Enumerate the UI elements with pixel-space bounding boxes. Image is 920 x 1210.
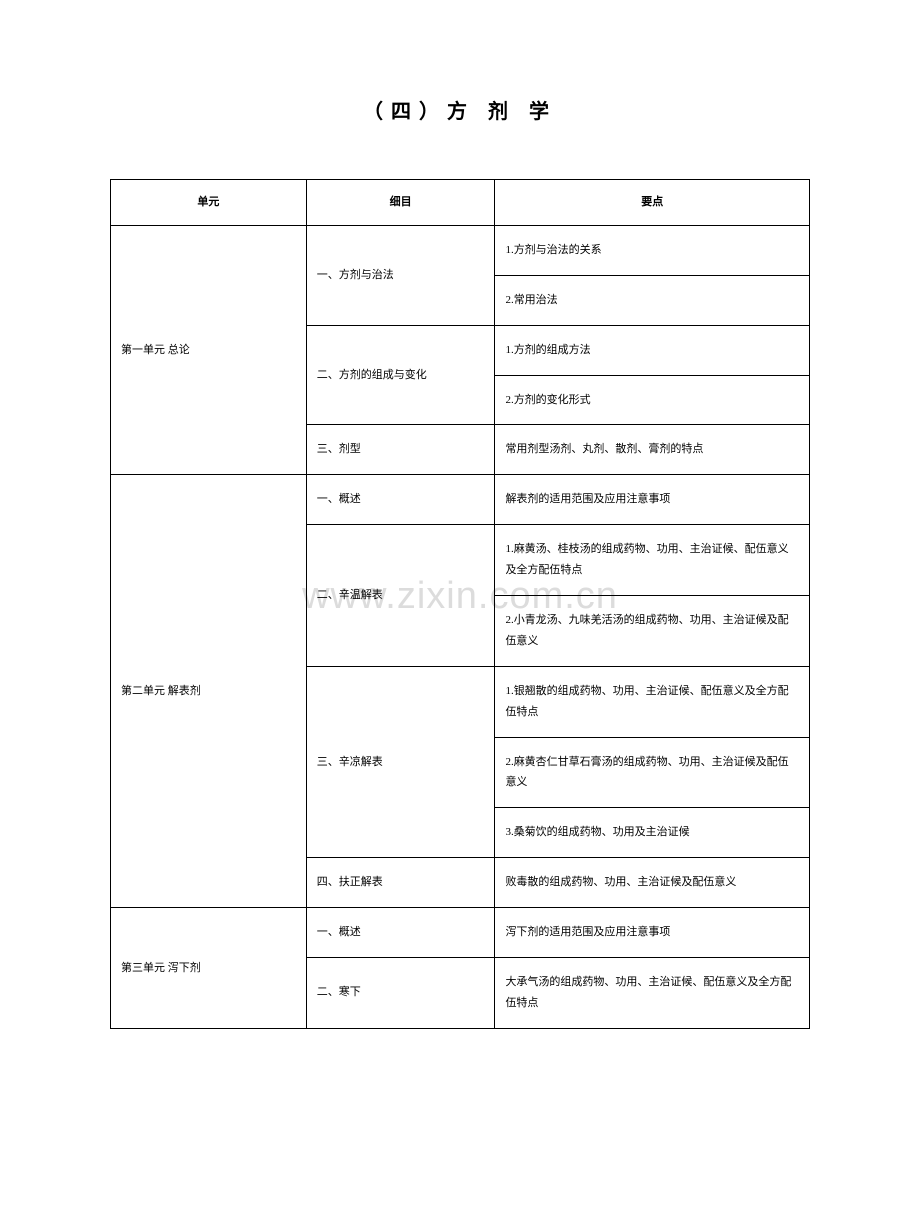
cell-point: 2.常用治法: [495, 275, 810, 325]
cell-detail: 一、方剂与治法: [306, 225, 495, 325]
cell-point: 1.方剂与治法的关系: [495, 225, 810, 275]
cell-detail: 四、扶正解表: [306, 858, 495, 908]
cell-detail: 三、辛凉解表: [306, 666, 495, 857]
cell-detail: 二、方剂的组成与变化: [306, 325, 495, 425]
cell-detail: 三、剂型: [306, 425, 495, 475]
cell-detail: 一、概述: [306, 908, 495, 958]
header-point: 要点: [495, 180, 810, 226]
cell-unit: 第二单元 解表剂: [111, 475, 307, 908]
table-body: 第一单元 总论一、方剂与治法1.方剂与治法的关系2.常用治法二、方剂的组成与变化…: [111, 225, 810, 1028]
table-row: 第三单元 泻下剂一、概述泻下剂的适用范围及应用注意事项: [111, 908, 810, 958]
header-detail: 细目: [306, 180, 495, 226]
cell-point: 3.桑菊饮的组成药物、功用及主治证候: [495, 808, 810, 858]
cell-detail: 一、概述: [306, 475, 495, 525]
cell-point: 泻下剂的适用范围及应用注意事项: [495, 908, 810, 958]
cell-point: 1.方剂的组成方法: [495, 325, 810, 375]
cell-detail: 二、辛温解表: [306, 525, 495, 667]
cell-point: 2.方剂的变化形式: [495, 375, 810, 425]
cell-point: 2.小青龙汤、九味羌活汤的组成药物、功用、主治证候及配伍意义: [495, 596, 810, 667]
cell-point: 败毒散的组成药物、功用、主治证候及配伍意义: [495, 858, 810, 908]
cell-unit: 第一单元 总论: [111, 225, 307, 474]
header-unit: 单元: [111, 180, 307, 226]
cell-detail: 二、寒下: [306, 958, 495, 1029]
page-title: （四）方 剂 学: [110, 95, 810, 124]
cell-unit: 第三单元 泻下剂: [111, 908, 307, 1029]
cell-point: 1.麻黄汤、桂枝汤的组成药物、功用、主治证候、配伍意义及全方配伍特点: [495, 525, 810, 596]
page-container: （四）方 剂 学 单元 细目 要点 第一单元 总论一、方剂与治法1.方剂与治法的…: [0, 0, 920, 1029]
table-header-row: 单元 细目 要点: [111, 180, 810, 226]
table-row: 第一单元 总论一、方剂与治法1.方剂与治法的关系: [111, 225, 810, 275]
syllabus-table: 单元 细目 要点 第一单元 总论一、方剂与治法1.方剂与治法的关系2.常用治法二…: [110, 179, 810, 1029]
table-row: 第二单元 解表剂一、概述解表剂的适用范围及应用注意事项: [111, 475, 810, 525]
cell-point: 2.麻黄杏仁甘草石膏汤的组成药物、功用、主治证候及配伍意义: [495, 737, 810, 808]
cell-point: 解表剂的适用范围及应用注意事项: [495, 475, 810, 525]
cell-point: 大承气汤的组成药物、功用、主治证候、配伍意义及全方配伍特点: [495, 958, 810, 1029]
cell-point: 1.银翘散的组成药物、功用、主治证候、配伍意义及全方配伍特点: [495, 666, 810, 737]
cell-point: 常用剂型汤剂、丸剂、散剂、膏剂的特点: [495, 425, 810, 475]
